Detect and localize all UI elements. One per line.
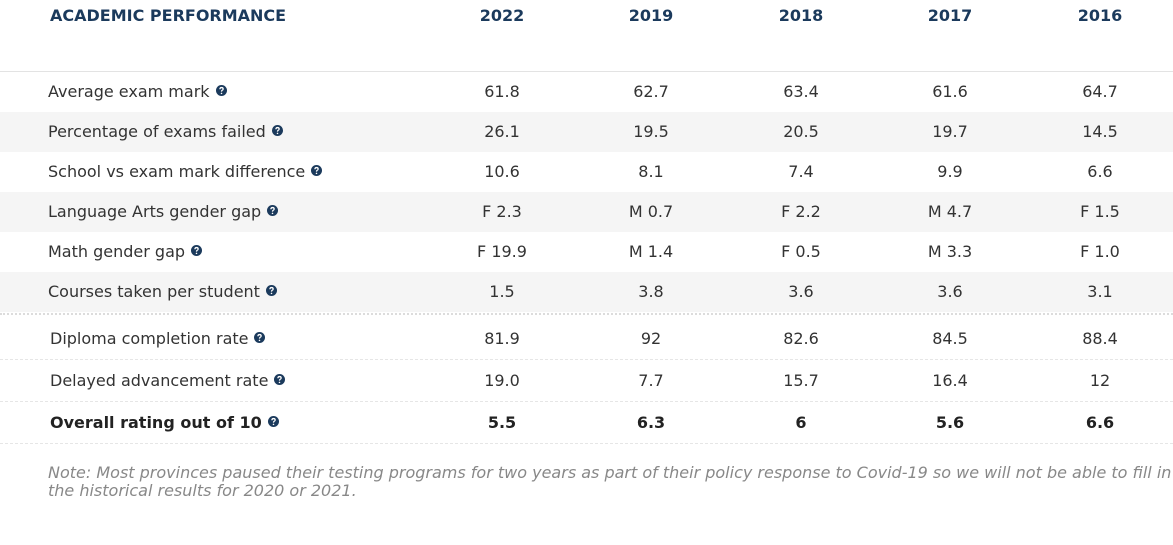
value-cell: 5.6 — [935, 413, 965, 432]
value-cell: 26.1 — [484, 122, 520, 141]
value-cell: 64.7 — [1082, 82, 1118, 101]
value-cell: 10.6 — [484, 162, 520, 181]
row-label-text: Delayed advancement rate — [50, 371, 269, 390]
info-icon[interactable] — [267, 416, 279, 427]
year-header: 2017 — [927, 6, 973, 25]
row-label-text: Math gender gap — [48, 242, 186, 261]
table-row: Language Arts gender gap F 2.3 M 0.7 F 2.2 M… — [0, 192, 1173, 232]
value-cell: 63.4 — [783, 82, 819, 101]
header-rule — [0, 71, 1173, 72]
value-cell: 62.7 — [633, 82, 669, 101]
value-cell: 84.5 — [932, 329, 968, 348]
value-cell: 1.5 — [489, 282, 515, 301]
table-row: Courses taken per student 1.5 3.8 3.6 3.6 3.1 — [0, 272, 1173, 312]
value-cell: 88.4 — [1082, 329, 1118, 348]
value-cell: 82.6 — [783, 329, 819, 348]
value-cell: 9.9 — [937, 162, 963, 181]
info-icon[interactable] — [254, 332, 266, 343]
value-cell: 19.0 — [484, 371, 520, 390]
value-cell: 3.6 — [788, 282, 814, 301]
value-cell: 5.5 — [487, 413, 517, 432]
value-cell: 20.5 — [783, 122, 819, 141]
value-cell: 16.4 — [932, 371, 968, 390]
row-label: Overall rating out of 10 — [50, 402, 279, 444]
value-cell: 61.6 — [932, 82, 968, 101]
value-cell: 8.1 — [638, 162, 664, 181]
table-row: Math gender gap F 19.9 M 1.4 F 0.5 M 3.3 F 1.… — [0, 232, 1173, 272]
info-icon[interactable] — [215, 85, 227, 96]
section-title: ACADEMIC PERFORMANCE — [50, 6, 287, 25]
value-cell: 14.5 — [1082, 122, 1118, 141]
info-icon[interactable] — [274, 374, 286, 385]
year-header: 2018 — [778, 6, 824, 25]
year-header: 2016 — [1077, 6, 1123, 25]
value-cell: F 2.2 — [781, 202, 821, 221]
value-cell: M 4.7 — [927, 202, 973, 221]
value-cell: 7.7 — [638, 371, 664, 390]
table-row: Overall rating out of 10 5.5 6.3 6 5.6 6.6 — [0, 402, 1173, 444]
value-cell: F 0.5 — [781, 242, 821, 261]
info-icon[interactable] — [271, 125, 283, 136]
value-cell: F 1.0 — [1080, 242, 1120, 261]
value-cell: M 1.4 — [628, 242, 674, 261]
value-cell: 3.1 — [1087, 282, 1113, 301]
group-rule — [0, 313, 1173, 315]
row-label-text: Courses taken per student — [48, 282, 260, 301]
value-cell: M 3.3 — [927, 242, 973, 261]
row-label-text: Percentage of exams failed — [48, 122, 266, 141]
row-label-text: School vs exam mark difference — [48, 162, 306, 181]
row-label: Percentage of exams failed — [48, 112, 283, 152]
value-cell: 6 — [795, 413, 807, 432]
value-cell: F 2.3 — [482, 202, 522, 221]
value-cell: 61.8 — [484, 82, 520, 101]
value-cell: 6.3 — [636, 413, 666, 432]
year-header: 2022 — [479, 6, 525, 25]
row-label-text: Overall rating out of 10 — [50, 413, 262, 432]
value-cell: M 0.7 — [628, 202, 674, 221]
row-label: Language Arts gender gap — [48, 192, 279, 232]
row-label-text: Average exam mark — [48, 82, 210, 101]
value-cell: 3.8 — [638, 282, 664, 301]
value-cell: 92 — [640, 329, 662, 348]
row-label: Diploma completion rate — [50, 318, 266, 360]
table-row: Percentage of exams failed 26.1 19.5 20.5 19… — [0, 112, 1173, 152]
value-cell: 15.7 — [783, 371, 819, 390]
row-label: School vs exam mark difference — [48, 152, 323, 192]
row-label-text: Language Arts gender gap — [48, 202, 262, 221]
value-cell: 12 — [1089, 371, 1111, 390]
info-icon[interactable] — [267, 205, 279, 216]
table-row: Diploma completion rate 81.9 92 82.6 84.5 88.… — [0, 318, 1173, 360]
table-row: Average exam mark 61.8 62.7 63.4 61.6 64.7 — [0, 72, 1173, 112]
row-label: Delayed advancement rate — [50, 360, 286, 402]
row-label: Average exam mark — [48, 72, 227, 112]
year-header: 2019 — [628, 6, 674, 25]
value-cell: 3.6 — [937, 282, 963, 301]
value-cell: F 19.9 — [477, 242, 527, 261]
table-row: Delayed advancement rate 19.0 7.7 15.7 16.4 1… — [0, 360, 1173, 402]
info-icon[interactable] — [311, 165, 323, 176]
row-label-text: Diploma completion rate — [50, 329, 249, 348]
value-cell: 19.5 — [633, 122, 669, 141]
value-cell: 7.4 — [788, 162, 814, 181]
table-row: School vs exam mark difference 10.6 8.1 7.4… — [0, 152, 1173, 192]
value-cell: 81.9 — [484, 329, 520, 348]
value-cell: F 1.5 — [1080, 202, 1120, 221]
info-icon[interactable] — [265, 285, 277, 296]
value-cell: 6.6 — [1087, 162, 1113, 181]
row-label: Courses taken per student — [48, 272, 277, 312]
value-cell: 6.6 — [1085, 413, 1115, 432]
value-cell: 19.7 — [932, 122, 968, 141]
footnote: Note: Most provinces paused their testin… — [48, 463, 1172, 500]
row-label: Math gender gap — [48, 232, 203, 272]
info-icon[interactable] — [191, 245, 203, 256]
